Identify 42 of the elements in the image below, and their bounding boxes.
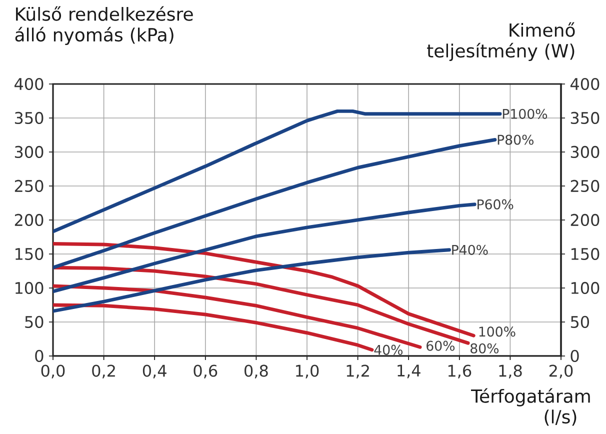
x-tick-label: 1,4 <box>398 364 420 378</box>
y2-tick-label: 400 <box>570 78 600 90</box>
y-tick-label: 400 <box>14 78 44 90</box>
y-tick-label: 50 <box>25 316 44 328</box>
x-tick-label: 1,2 <box>346 364 369 378</box>
series-label: 40% <box>374 344 403 355</box>
y2-axis-title: Kimenő teljesítmény (W) <box>427 22 575 62</box>
series-label: 100% <box>479 326 516 337</box>
y2-tick-label: 250 <box>570 180 600 192</box>
y-tick-label: 100 <box>16 282 44 294</box>
x-tick-label: 1,0 <box>296 364 319 378</box>
y2-tick-label: 300 <box>570 146 600 158</box>
y-tick-label: 150 <box>16 248 44 260</box>
y2-tick-label: 50 <box>570 316 590 328</box>
y-tick-label: 350 <box>14 112 44 124</box>
y2-tick-label: 150 <box>571 248 600 260</box>
y2-tick-label: 100 <box>571 282 600 294</box>
line-series <box>53 303 374 352</box>
series-label: P60% <box>478 199 514 210</box>
y2-tick-label: 0 <box>570 350 579 362</box>
y2-tick-label: 350 <box>570 112 600 124</box>
y-tick-label: 0 <box>35 350 44 362</box>
x-axis-title: Térfogatáram (l/s) <box>471 388 590 426</box>
y-tick-label: 250 <box>14 180 44 192</box>
y-axis-title: Külső rendelkezésre álló nyomás (kPa) <box>15 6 193 46</box>
x-tick-label: 0,8 <box>244 364 268 378</box>
x-tick-label: 0,6 <box>194 364 218 378</box>
x-tick-label: 1,6 <box>448 364 472 378</box>
x-tick-label: 0,4 <box>142 364 166 378</box>
line-series <box>53 248 451 313</box>
y2-tick-label: 200 <box>570 214 600 226</box>
series-label: 80% <box>470 343 499 354</box>
x-tick-label: 1,8 <box>499 364 522 378</box>
x-tick-label: 0,0 <box>41 364 65 378</box>
series-label: P80% <box>498 134 534 145</box>
series-label: P100% <box>502 108 548 119</box>
x-tick-label: 2,0 <box>549 364 573 378</box>
y-tick-label: 300 <box>14 146 44 158</box>
series-label: 60% <box>426 340 455 351</box>
x-tick-label: 0,2 <box>92 364 115 378</box>
series-label: P40% <box>452 244 488 255</box>
y-tick-label: 200 <box>14 214 44 226</box>
